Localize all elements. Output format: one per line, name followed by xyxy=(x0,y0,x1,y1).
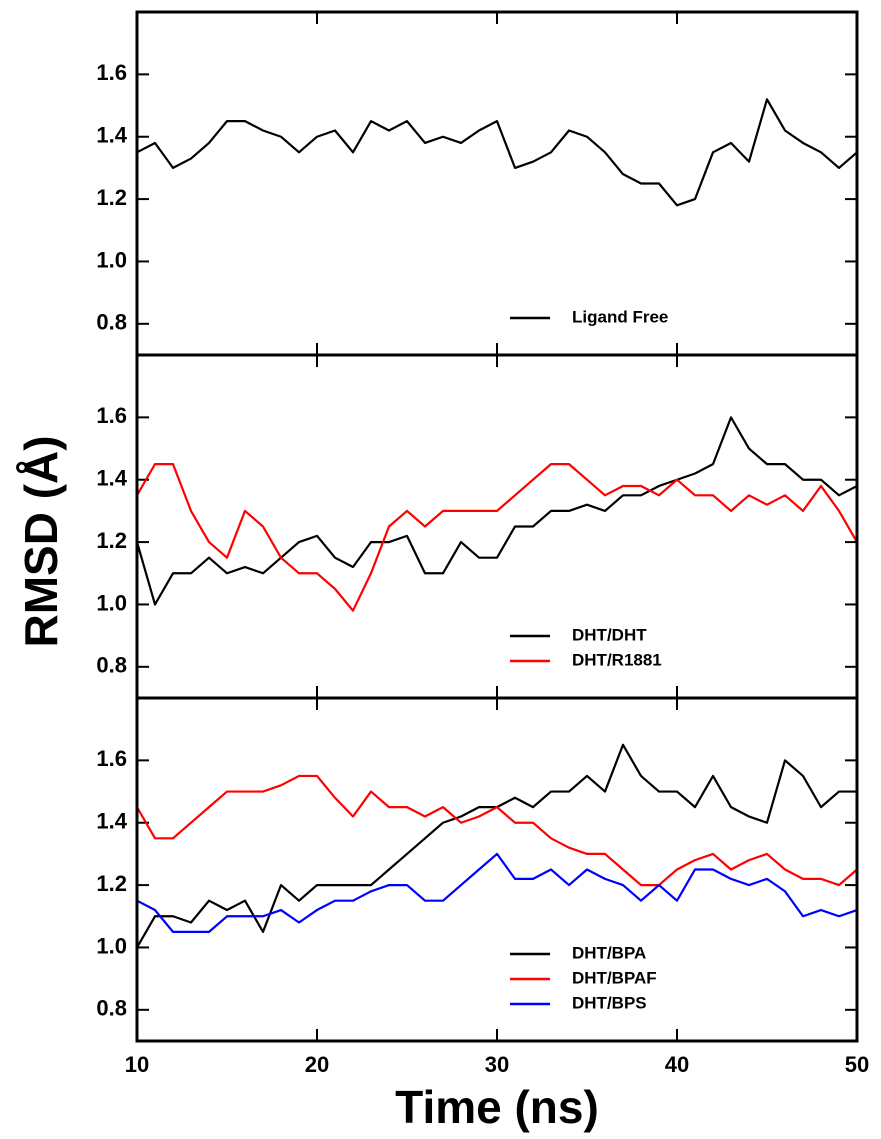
series-line xyxy=(136,774,858,887)
legend-label: Ligand Free xyxy=(572,307,668,326)
y-tick-label: 1.2 xyxy=(96,528,127,553)
x-tick-label: 30 xyxy=(485,1052,509,1077)
y-tick-label: 1.2 xyxy=(96,185,127,210)
legend-label: DHT/BPAF xyxy=(572,968,657,987)
series-line xyxy=(136,852,858,933)
legend-label: DHT/BPA xyxy=(572,943,646,962)
y-tick-label: 1.2 xyxy=(96,871,127,896)
y-tick-label: 0.8 xyxy=(96,310,127,335)
y-tick-label: 1.0 xyxy=(96,590,127,615)
y-tick-label: 1.6 xyxy=(96,60,127,85)
x-tick-label: 50 xyxy=(845,1052,869,1077)
y-axis-title: RMSD (Å) xyxy=(15,435,67,647)
panel-frame xyxy=(135,353,859,700)
x-tick-label: 10 xyxy=(125,1052,149,1077)
panel-frame xyxy=(135,10,859,357)
series-line xyxy=(135,416,858,606)
panel-frame xyxy=(135,696,859,1043)
y-tick-label: 1.4 xyxy=(96,466,127,491)
y-tick-label: 1.4 xyxy=(96,809,127,834)
y-tick-label: 0.8 xyxy=(96,653,127,678)
series-line xyxy=(136,98,858,207)
legend-label: DHT/BPS xyxy=(572,993,647,1012)
y-tick-label: 1.0 xyxy=(96,933,127,958)
x-tick-label: 20 xyxy=(305,1052,329,1077)
x-axis-title: Time (ns) xyxy=(395,1081,599,1133)
y-tick-label: 1.6 xyxy=(96,403,127,428)
y-tick-label: 1.0 xyxy=(96,247,127,272)
y-tick-label: 1.4 xyxy=(96,123,127,148)
series-line xyxy=(136,463,858,612)
legend-label: DHT/DHT xyxy=(572,625,647,644)
legend-label: DHT/R1881 xyxy=(572,650,662,669)
y-tick-label: 0.8 xyxy=(96,996,127,1021)
y-tick-label: 1.6 xyxy=(96,746,127,771)
x-tick-label: 40 xyxy=(665,1052,689,1077)
